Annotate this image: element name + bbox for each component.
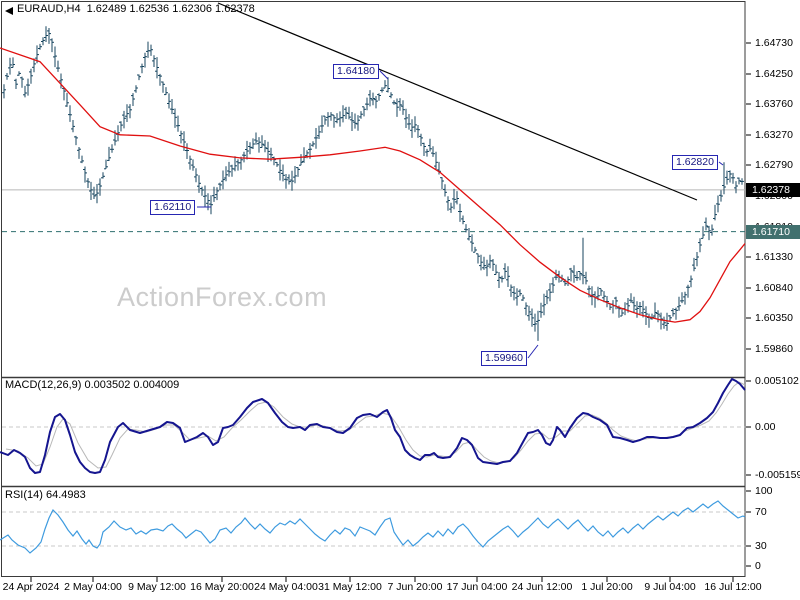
chart-ohlc-values: 1.62489 1.62536 1.62306 1.62378	[86, 3, 255, 15]
rsi-scale-label: 100	[755, 484, 773, 497]
y-axis-price-label: 1.64730	[755, 36, 793, 49]
price-annotation-tag: 1.64180	[333, 64, 379, 79]
y-axis-price-label: 1.63760	[755, 97, 793, 110]
y-axis-price-label: 1.63270	[755, 128, 793, 141]
x-axis-time-label: 7 Jun 20:00	[387, 581, 443, 593]
x-axis-time-label: 31 May 12:00	[318, 581, 382, 593]
price-annotation-tag: 1.59960	[481, 351, 527, 366]
rsi-scale-label: 0	[755, 559, 761, 572]
x-axis-time-label: 2 May 04:00	[64, 581, 122, 593]
macd-indicator-label: MACD(12,26,9) 0.003502 0.004009	[5, 379, 180, 391]
x-axis-time-label: 24 Apr 2024	[2, 581, 60, 593]
watermark: ActionForex.com	[117, 282, 328, 312]
y-axis-price-label: 1.62790	[755, 158, 793, 171]
macd-scale-label: -0.005159	[755, 468, 800, 481]
macd-scale-label: 0.00	[755, 420, 776, 433]
x-axis-time-label: 16 Jul 12:00	[704, 581, 762, 593]
x-axis-time-label: 1 Jul 20:00	[581, 581, 633, 593]
x-axis-time-label: 17 Jun 04:00	[446, 581, 508, 593]
symbol-marker-icon	[5, 7, 13, 15]
chart-title: EURAUD,H4 1.62489 1.62536 1.62306 1.62378	[17, 3, 255, 15]
y-axis-price-label: 1.60840	[755, 281, 793, 294]
y-axis-price-label: 1.60350	[755, 311, 793, 324]
y-axis-price-label: 1.64250	[755, 67, 793, 80]
x-axis-time-label: 16 May 20:00	[190, 581, 254, 593]
y-axis-price-label: 1.61330	[755, 250, 793, 263]
price-annotation-tag: 1.62110	[150, 200, 196, 215]
rsi-scale-label: 70	[755, 505, 767, 518]
x-axis-time-label: 9 Jul 04:00	[644, 581, 696, 593]
x-axis-time-label: 24 Jun 12:00	[511, 581, 573, 593]
macd-scale-label: 0.005102	[755, 374, 799, 387]
x-axis-time-label: 24 May 04:00	[254, 581, 318, 593]
x-axis-time-label: 9 May 12:00	[128, 581, 186, 593]
y-axis-price-label: 1.59860	[755, 342, 793, 355]
price-annotation-tag: 1.62820	[672, 155, 718, 170]
rsi-scale-label: 30	[755, 539, 767, 552]
chart-symbol-timeframe: EURAUD,H4	[17, 3, 81, 15]
current-price-tag: 1.62378	[746, 182, 800, 197]
rsi-indicator-label: RSI(14) 64.4983	[5, 489, 86, 501]
support-level-tag: 1.61710	[746, 224, 800, 239]
